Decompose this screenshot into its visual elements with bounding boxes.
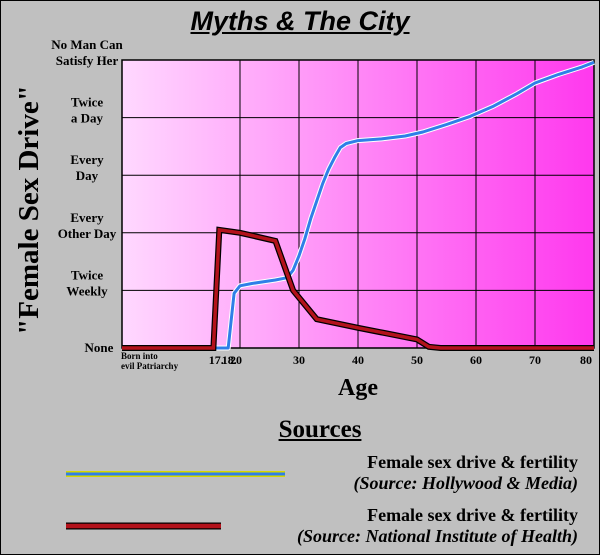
series-lines [122, 59, 595, 351]
x-tick-label: 70 [529, 353, 541, 367]
x-tick-labels: Born into evil Patriarchy 17.18.20 30 40 50 60… [121, 351, 592, 371]
y-tick-label: Twice a Day [71, 95, 104, 126]
x-tick-label: 60 [470, 353, 482, 367]
series-line-nih [122, 227, 594, 350]
x-tick-label: 18. [222, 353, 237, 367]
legend-item-nih: Female sex drive & fertility (Source: Na… [297, 505, 578, 547]
x-tick-label: 50 [411, 353, 423, 367]
y-tick-label: None [85, 340, 114, 355]
y-tick-label: Every Other Day [58, 210, 117, 241]
legend-item-source: (Source: National Institute of Health) [296, 526, 578, 546]
legend-item-name: Female sex drive & fertility [367, 505, 578, 525]
y-tick-label: Twice Weekly [66, 267, 108, 298]
y-tick-labels: None Twice Weekly Every Other Day Every Day Twi… [51, 37, 123, 355]
legend-title: Sources [278, 416, 362, 443]
x-tick-label: 20 [230, 353, 242, 367]
legend-item-name: Female sex drive & fertility [367, 452, 578, 472]
x-tick-label: 40 [352, 353, 364, 367]
x-tick-label: 80 [580, 353, 592, 367]
x-tick-label: 30 [293, 353, 305, 367]
series-line-hollywood-media [122, 60, 595, 350]
legend-item-media: Female sex drive & fertility (Source: Ho… [354, 452, 578, 494]
x-tick-label: 17. [209, 353, 224, 367]
legend-item-source: (Source: Hollywood & Media) [353, 473, 578, 493]
chart-title: Myths & The City [190, 6, 410, 36]
y-tick-label: No Man Can Satisfy Her [51, 37, 123, 68]
y-axis-label: "Female Sex Drive" [13, 85, 45, 335]
y-tick-label: Every Day [70, 152, 104, 183]
x-tick-label: Born into evil Patriarchy [121, 351, 179, 371]
x-axis-label: Age [338, 375, 378, 401]
